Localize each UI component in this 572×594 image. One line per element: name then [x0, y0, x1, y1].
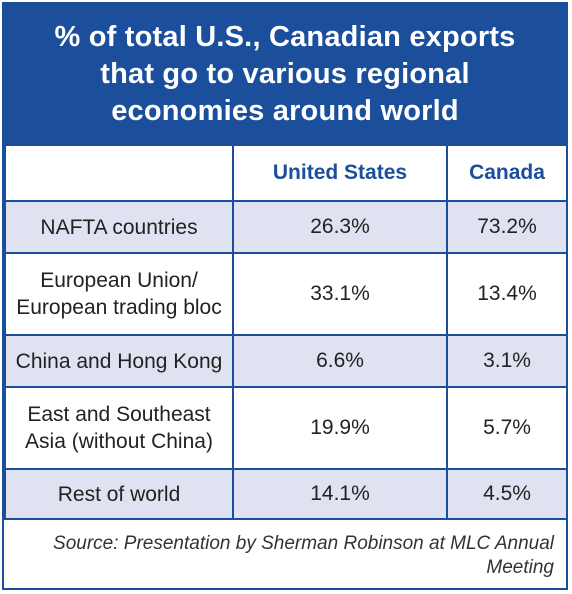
cell-canada: 3.1% — [446, 334, 568, 388]
table-row: Rest of world 14.1% 4.5% — [4, 468, 568, 520]
source-note: Source: Presentation by Sherman Robinson… — [53, 533, 554, 578]
header-canada: Canada — [446, 144, 568, 202]
table-row: China and Hong Kong 6.6% 3.1% — [4, 334, 568, 388]
cell-united-states: 19.9% — [232, 386, 448, 470]
row-label: European Union/ European trading bloc — [4, 252, 234, 336]
header-corner — [4, 144, 234, 202]
row-label: China and Hong Kong — [4, 334, 234, 388]
cell-united-states: 6.6% — [232, 334, 448, 388]
title-banner: % of total U.S., Canadian exports that g… — [4, 4, 566, 144]
header-row: United States Canada — [4, 144, 568, 202]
exports-table: United States Canada NAFTA countries 26.… — [4, 144, 568, 520]
row-label: East and Southeast Asia (without China) — [4, 386, 234, 470]
cell-united-states: 14.1% — [232, 468, 448, 520]
row-label: Rest of world — [4, 468, 234, 520]
cell-united-states: 26.3% — [232, 200, 448, 254]
cell-united-states: 33.1% — [232, 252, 448, 336]
cell-canada: 5.7% — [446, 386, 568, 470]
header-united-states: United States — [232, 144, 448, 202]
table-row: NAFTA countries 26.3% 73.2% — [4, 200, 568, 254]
cell-canada: 13.4% — [446, 252, 568, 336]
table-row: East and Southeast Asia (without China) … — [4, 386, 568, 470]
cell-canada: 4.5% — [446, 468, 568, 520]
table-row: European Union/ European trading bloc 33… — [4, 252, 568, 336]
table-figure: % of total U.S., Canadian exports that g… — [2, 2, 568, 590]
chart-title: % of total U.S., Canadian exports that g… — [54, 20, 516, 127]
row-label: NAFTA countries — [4, 200, 234, 254]
cell-canada: 73.2% — [446, 200, 568, 254]
